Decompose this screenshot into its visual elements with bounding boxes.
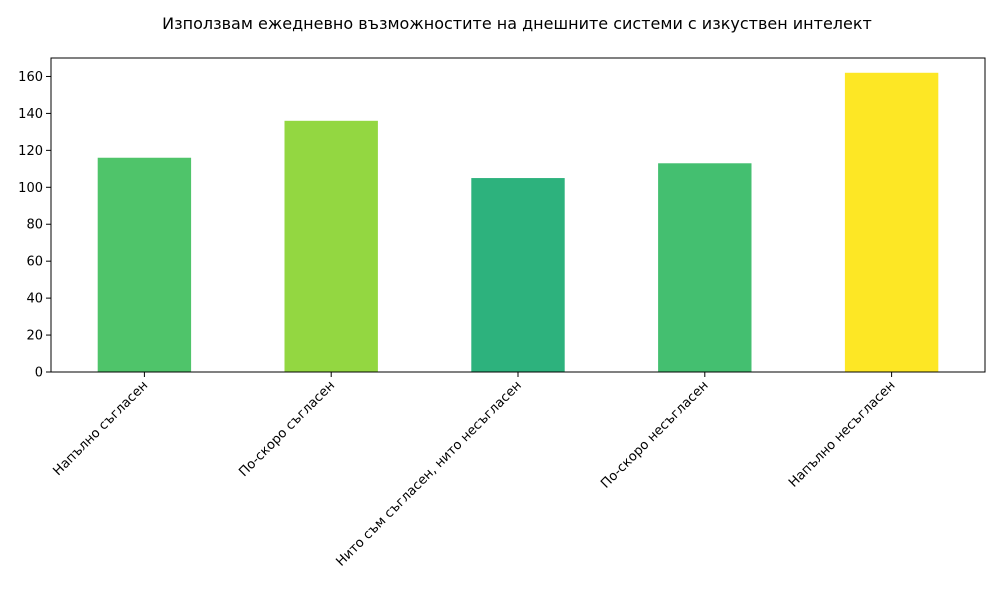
y-tick-label-6: 120 bbox=[18, 144, 43, 159]
y-tick-label-2: 40 bbox=[26, 292, 43, 307]
y-tick-label-0: 0 bbox=[35, 366, 43, 381]
y-tick-label-4: 80 bbox=[26, 218, 43, 233]
y-tick-label-1: 20 bbox=[26, 329, 43, 344]
x-tick-label-3: По-скоро несъгласен bbox=[598, 378, 711, 491]
bar-3 bbox=[658, 163, 752, 372]
plot-frame bbox=[50, 57, 986, 373]
x-tick-label-2: Нито съм съгласен, нито несъгласен bbox=[333, 378, 524, 569]
x-tick-label-1: По-скоро съгласен bbox=[236, 378, 338, 480]
x-tick-label-0: Напълно съгласен bbox=[51, 378, 152, 479]
bar-0 bbox=[97, 157, 192, 372]
bar-1 bbox=[284, 120, 378, 372]
chart-title: Използвам ежедневно възможностите на дне… bbox=[162, 14, 872, 33]
y-tick-label-7: 140 bbox=[18, 107, 43, 122]
y-axis: 0 20 40 60 80 100 120 140 160 bbox=[18, 70, 51, 381]
bar-4 bbox=[844, 72, 939, 372]
bar-2 bbox=[471, 178, 565, 372]
y-tick-label-5: 100 bbox=[18, 181, 43, 196]
y-tick-label-3: 60 bbox=[26, 255, 43, 270]
y-tick-label-8: 160 bbox=[18, 70, 43, 85]
bars-group bbox=[97, 72, 939, 372]
x-tick-label-4: Напълно несъгласен bbox=[786, 378, 898, 490]
